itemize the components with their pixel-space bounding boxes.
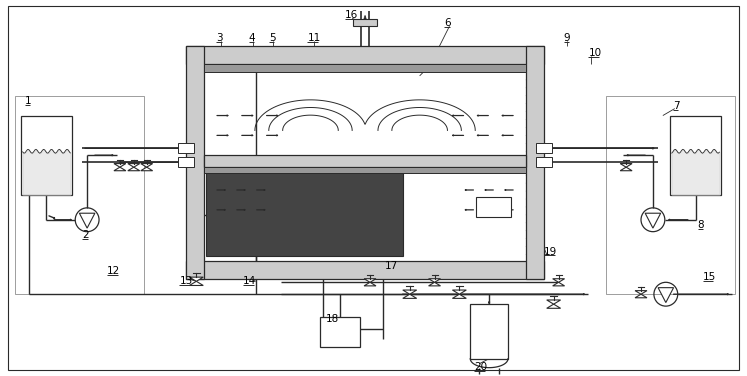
Text: 8: 8	[698, 220, 704, 230]
Bar	[187, 46, 204, 279]
Polygon shape	[403, 290, 417, 294]
Polygon shape	[190, 281, 203, 285]
Bar	[526, 46, 544, 279]
Text: 9: 9	[563, 33, 570, 43]
Bar	[320, 317, 360, 347]
Bar	[179, 157, 194, 167]
Text: 13: 13	[179, 276, 193, 286]
Polygon shape	[547, 300, 560, 304]
Polygon shape	[128, 167, 140, 171]
Text: 2: 2	[82, 230, 89, 240]
Text: 6: 6	[444, 18, 451, 28]
Text: 15: 15	[702, 272, 716, 282]
Polygon shape	[403, 294, 417, 299]
Polygon shape	[620, 167, 632, 171]
Bar	[204, 167, 526, 173]
Text: 12: 12	[107, 266, 120, 276]
Text: 14: 14	[243, 276, 256, 286]
Bar	[670, 115, 722, 195]
Bar	[353, 19, 377, 26]
Polygon shape	[140, 167, 152, 171]
Text: 1: 1	[25, 96, 31, 106]
Text: 3: 3	[216, 33, 223, 43]
Polygon shape	[658, 288, 674, 303]
Bar	[477, 197, 511, 217]
Bar	[536, 143, 552, 153]
Text: 4: 4	[249, 33, 255, 43]
Text: 5: 5	[269, 33, 276, 43]
Text: 17: 17	[385, 261, 398, 271]
Polygon shape	[79, 213, 95, 228]
Polygon shape	[429, 279, 441, 282]
Polygon shape	[114, 167, 125, 171]
Polygon shape	[553, 279, 565, 282]
Polygon shape	[547, 304, 560, 308]
Polygon shape	[364, 279, 376, 282]
Polygon shape	[635, 291, 647, 294]
Polygon shape	[114, 164, 125, 167]
Polygon shape	[620, 164, 632, 167]
Bar	[187, 261, 544, 279]
Polygon shape	[429, 282, 441, 286]
Bar	[179, 143, 194, 153]
Polygon shape	[553, 282, 565, 286]
Bar	[187, 46, 544, 64]
Text: 16: 16	[345, 10, 359, 20]
Text: 19: 19	[544, 247, 557, 256]
Text: 20: 20	[474, 362, 487, 371]
Bar	[536, 157, 552, 167]
Polygon shape	[453, 290, 466, 294]
Bar	[204, 64, 526, 72]
Text: 7: 7	[673, 101, 680, 111]
Text: 11: 11	[308, 33, 320, 43]
Polygon shape	[453, 294, 466, 299]
Bar	[15, 96, 143, 294]
Text: 18: 18	[326, 314, 338, 324]
Bar	[607, 96, 735, 294]
Text: 10: 10	[589, 48, 601, 58]
Bar	[471, 304, 508, 359]
Polygon shape	[190, 277, 203, 281]
Bar	[204, 155, 526, 167]
Polygon shape	[140, 164, 152, 167]
Bar	[206, 172, 403, 256]
Polygon shape	[635, 294, 647, 298]
Polygon shape	[645, 213, 660, 228]
Bar	[21, 115, 72, 195]
Polygon shape	[128, 164, 140, 167]
Polygon shape	[364, 282, 376, 286]
